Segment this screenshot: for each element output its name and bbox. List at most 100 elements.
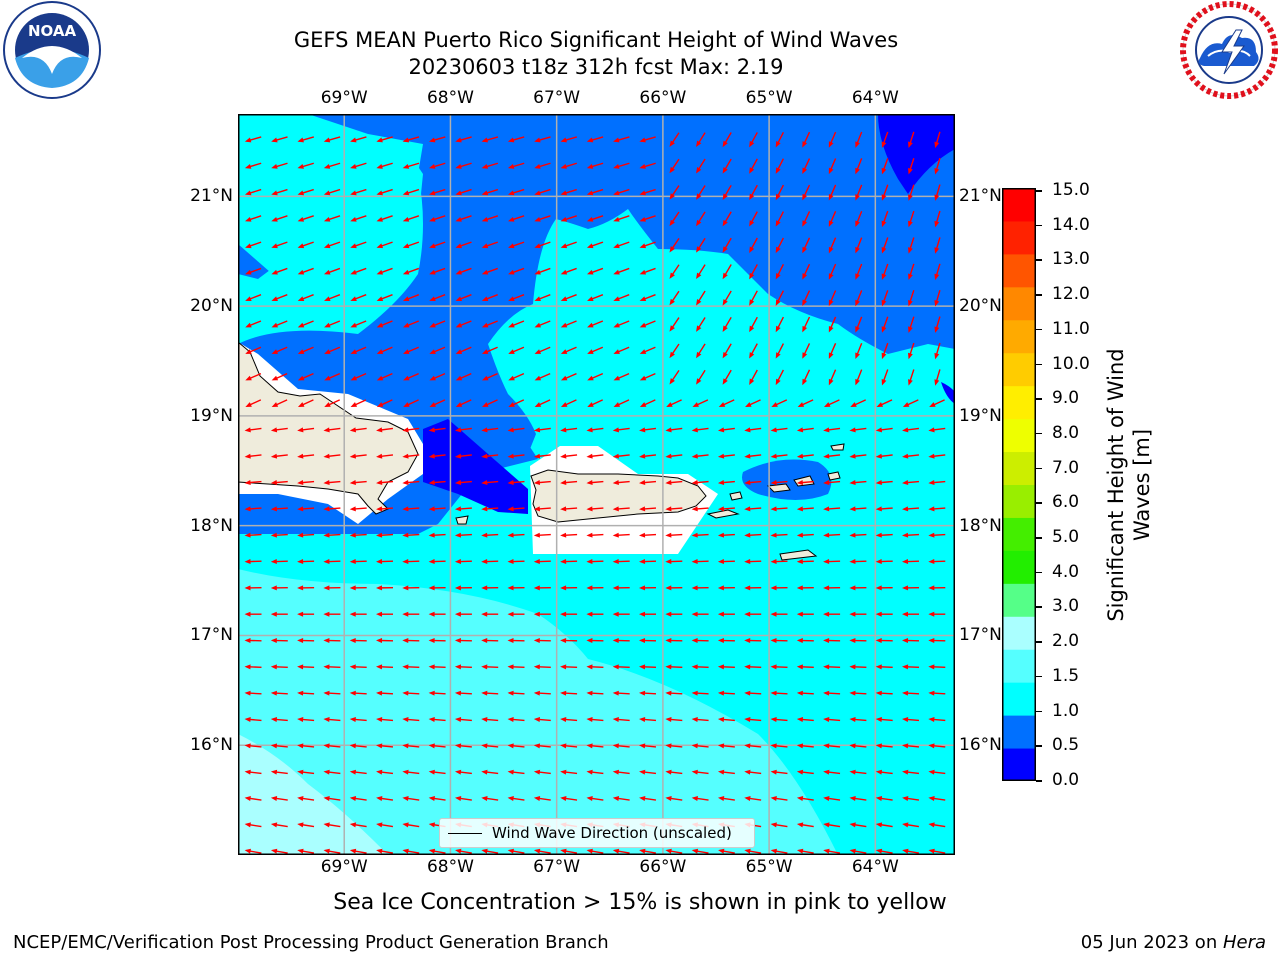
- wind-arrow: [875, 427, 893, 433]
- wind-arrow: [828, 316, 837, 333]
- wind-arrow: [665, 743, 683, 749]
- lat-tick-right-4: 17°N: [959, 625, 1002, 646]
- wind-arrow: [402, 611, 420, 617]
- wind-arrow: [244, 215, 262, 222]
- wind-arrow: [745, 399, 761, 407]
- wind-arrow: [749, 290, 758, 306]
- lon-tick-bottom-4: 65°W: [745, 857, 793, 877]
- wind-arrow: [823, 399, 840, 407]
- wind-arrow: [244, 532, 262, 538]
- wind-arrow: [639, 769, 657, 775]
- land-anegada: [830, 443, 845, 451]
- wind-arrow: [613, 188, 630, 196]
- colorbar-tick-mark-4: [1036, 328, 1042, 331]
- wind-arrow: [586, 743, 604, 749]
- wind-arrow: [560, 267, 577, 275]
- wind-arrow: [376, 638, 394, 644]
- wind-arrow: [270, 796, 288, 802]
- wind-arrow: [613, 215, 630, 222]
- wind-arrow: [349, 769, 367, 775]
- lon-tick-top-2: 67°W: [533, 88, 581, 108]
- wind-arrow: [297, 346, 314, 354]
- wind-arrow: [244, 822, 262, 828]
- wind-arrow: [586, 769, 604, 775]
- wind-arrow: [717, 690, 735, 696]
- wind-arrow: [875, 796, 893, 802]
- wind-arrow: [428, 664, 446, 670]
- wind-arrow: [639, 664, 657, 670]
- wind-arrow: [402, 796, 420, 802]
- wind-arrow: [507, 480, 525, 486]
- wind-arrow: [775, 263, 785, 280]
- wind-arrow: [875, 638, 893, 644]
- wind-arrow: [928, 480, 946, 486]
- wind-arrow: [823, 480, 841, 486]
- wind-arrow: [696, 132, 706, 148]
- wind-arrow: [349, 638, 367, 644]
- wind-arrow: [796, 506, 814, 512]
- wind-arrow: [881, 316, 889, 333]
- wind-arrow: [823, 611, 841, 617]
- colorbar-tick-mark-1: [1036, 224, 1042, 227]
- wind-arrow: [481, 611, 499, 617]
- wind-arrow: [928, 769, 946, 775]
- map-subtitle: 20230603 t18z 312h fcst Max: 2.19: [408, 55, 784, 79]
- wind-arrow: [639, 188, 656, 196]
- wind-arrow: [270, 638, 288, 644]
- wind-arrow: [323, 585, 341, 591]
- wind-arrow: [855, 158, 863, 175]
- wind-arrow: [507, 136, 525, 143]
- wind-arrow: [244, 162, 262, 169]
- wind-arrow: [271, 241, 288, 249]
- wind-arrow: [802, 237, 811, 254]
- wind-arrow: [849, 611, 867, 617]
- wind-arrow: [534, 320, 551, 328]
- wind-arrow: [855, 237, 863, 254]
- wind-arrow: [823, 769, 841, 775]
- wind-arrow: [534, 294, 551, 301]
- wind-arrow: [744, 848, 762, 854]
- land-virgin-gorda: [827, 471, 841, 481]
- sea-band-0.5-1.0-east: [742, 459, 832, 500]
- wind-arrow: [428, 532, 446, 538]
- wind-arrow: [612, 848, 630, 854]
- wind-arrow: [744, 611, 762, 617]
- wind-arrow: [696, 237, 706, 253]
- wind-arrow: [244, 664, 262, 670]
- wind-arrow: [691, 664, 709, 670]
- wind-arrow: [639, 585, 657, 591]
- sea-band-0.0-0.5-mona: [423, 419, 528, 514]
- wind-arrow: [802, 316, 811, 333]
- wind-arrow: [665, 690, 683, 696]
- wind-arrow: [908, 263, 915, 281]
- wind-arrow: [245, 346, 262, 354]
- wind-arrow: [717, 638, 735, 644]
- wind-arrow: [481, 136, 499, 143]
- wind-arrow: [613, 267, 630, 275]
- wind-arrow: [928, 638, 946, 644]
- wind-arrow: [928, 453, 946, 459]
- wind-arrow: [849, 453, 867, 459]
- wind-arrow: [376, 294, 393, 301]
- lon-tick-bottom-3: 66°W: [639, 857, 687, 877]
- wind-arrow: [402, 453, 420, 459]
- wind-arrow: [875, 822, 893, 828]
- wind-arrow: [586, 241, 604, 249]
- wind-arrow: [613, 372, 630, 381]
- wind-arrow: [902, 611, 920, 617]
- wind-arrow: [507, 638, 525, 644]
- wind-arrow: [376, 241, 393, 249]
- wind-arrow: [669, 211, 680, 227]
- wind-arrow: [908, 290, 915, 307]
- wind-arrow: [875, 532, 893, 538]
- wind-arrow: [902, 743, 920, 749]
- wind-arrow: [533, 532, 551, 538]
- wind-arrow: [850, 399, 867, 407]
- wind-arrow: [481, 241, 499, 249]
- wind-arrow: [744, 690, 762, 696]
- wind-arrow: [722, 316, 732, 332]
- wind-arrow: [481, 453, 499, 459]
- wind-arrow: [802, 184, 811, 201]
- wind-arrow: [717, 717, 735, 723]
- wind-arrow: [376, 215, 393, 222]
